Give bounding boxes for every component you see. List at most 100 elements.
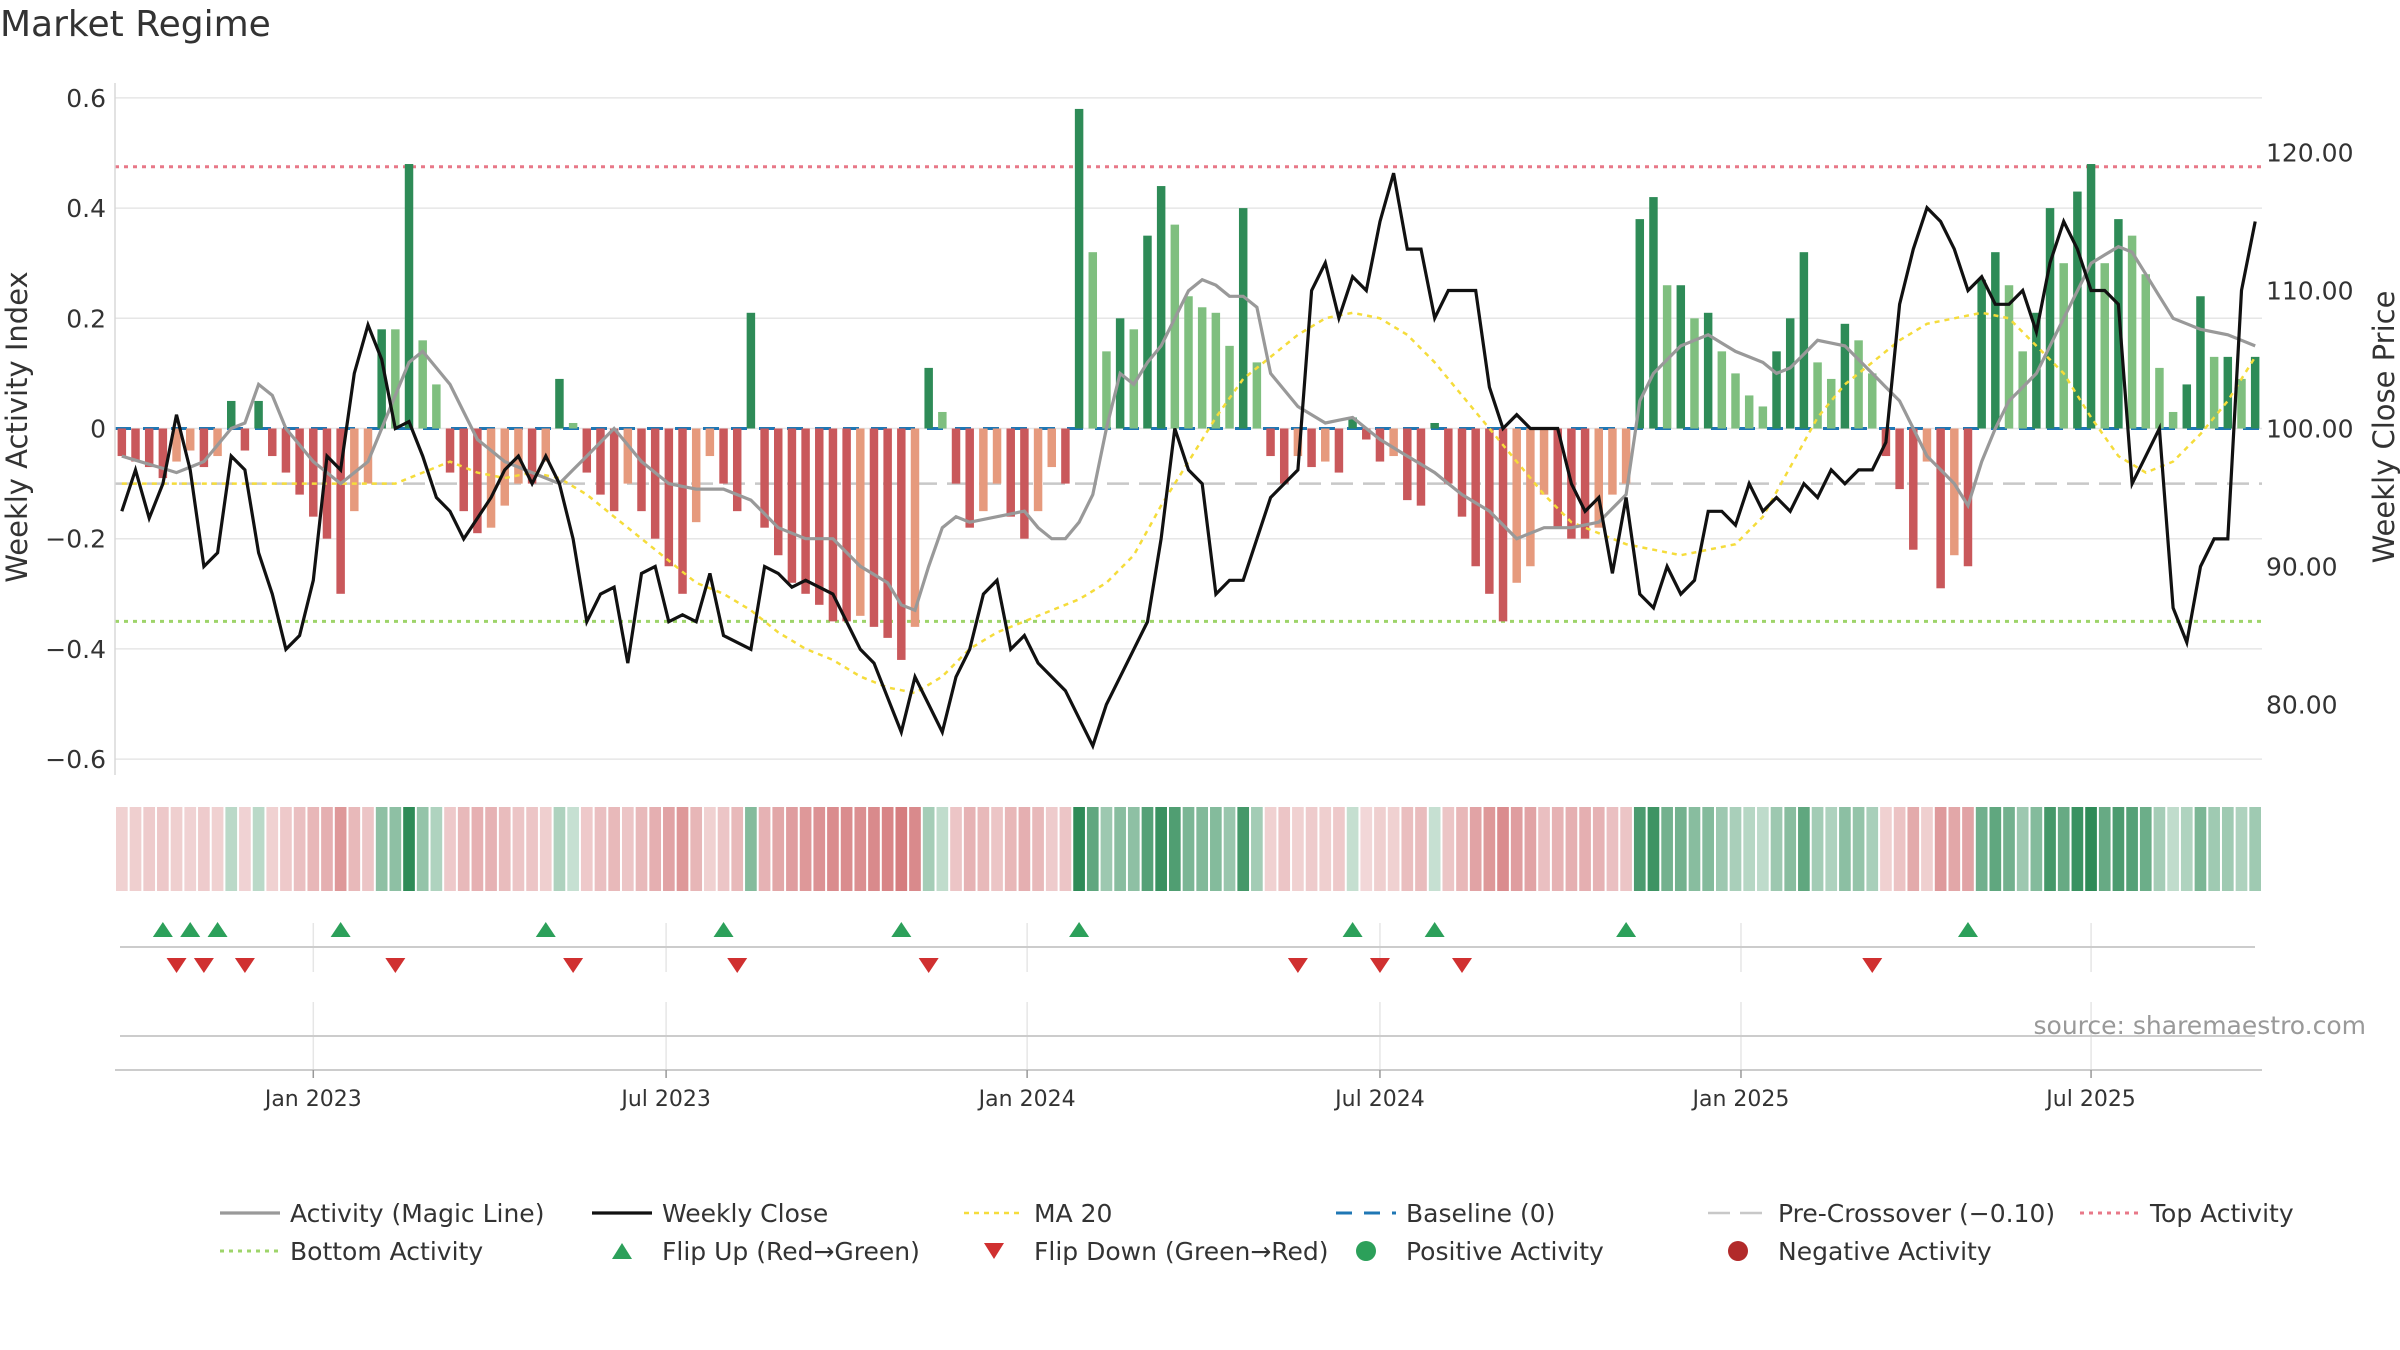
activity-bar bbox=[391, 329, 400, 429]
regime-strip-cell bbox=[1798, 807, 1810, 891]
activity-bars bbox=[117, 108, 2260, 660]
activity-bar bbox=[2100, 263, 2109, 429]
regime-strip-cell bbox=[799, 807, 812, 891]
regime-strip-cell bbox=[1934, 807, 1947, 891]
regime-strip-cell bbox=[1442, 807, 1455, 891]
x-tick-label: Jan 2025 bbox=[1691, 1087, 1790, 1112]
activity-bar bbox=[1238, 208, 1248, 429]
legend: Activity (Magic Line) Weekly Close MA 20 Ba… bbox=[0, 1195, 2400, 1275]
activity-bar bbox=[664, 428, 674, 567]
regime-strip-cell bbox=[1702, 807, 1714, 891]
regime-strip-cell bbox=[2016, 807, 2029, 891]
flip-down-marker bbox=[918, 958, 939, 973]
activity-bar bbox=[2168, 411, 2178, 429]
activity-bar bbox=[637, 428, 646, 512]
activity-bar bbox=[1321, 428, 1330, 462]
y-tick-label-left: −0.2 bbox=[45, 525, 106, 554]
regime-strip-cell bbox=[1962, 807, 1974, 891]
activity-bar bbox=[1334, 428, 1344, 473]
regime-strip-cell bbox=[1333, 807, 1345, 891]
regime-strip-cell bbox=[1059, 807, 1072, 891]
activity-bar bbox=[938, 411, 947, 429]
legend-item-flip_up: Flip Up (Red→Green) bbox=[590, 1233, 920, 1269]
regime-strip-cell bbox=[2249, 807, 2261, 891]
regime-strip-cell bbox=[2180, 807, 2193, 891]
regime-strip-cell bbox=[1538, 807, 1550, 891]
regime-strip-cell bbox=[950, 807, 962, 891]
legend-swatch-neg bbox=[1728, 1241, 1748, 1261]
regime-strip-cell bbox=[2235, 807, 2248, 891]
activity-bar bbox=[609, 428, 619, 512]
regime-strip-cell bbox=[963, 807, 976, 891]
y-tick-label-right: 110.00 bbox=[2266, 277, 2353, 306]
regime-strip-cell bbox=[1975, 807, 1988, 891]
activity-bar bbox=[2086, 164, 2096, 429]
activity-bar bbox=[719, 428, 728, 484]
regime-strip-cell bbox=[1579, 807, 1591, 891]
regime-strip-cell bbox=[512, 807, 525, 891]
activity-bar bbox=[486, 428, 496, 528]
y-tick-label-right: 80.00 bbox=[2266, 691, 2338, 720]
activity-bar bbox=[623, 428, 633, 484]
regime-strip-cell bbox=[1743, 807, 1756, 891]
activity-bar bbox=[336, 428, 345, 594]
activity-bar bbox=[1526, 428, 1535, 567]
activity-bar bbox=[1047, 428, 1056, 468]
regime-strip-cell bbox=[211, 807, 224, 891]
regime-strip-cell bbox=[1989, 807, 2002, 891]
activity-bar bbox=[1758, 406, 1768, 429]
legend-swatch-baseline bbox=[1336, 1211, 1396, 1215]
activity-bar bbox=[1348, 417, 1357, 429]
flip-down-marker bbox=[1287, 958, 1308, 973]
regime-strip-cell bbox=[471, 807, 484, 891]
regime-strip-cell bbox=[348, 807, 361, 891]
activity-bar bbox=[1909, 428, 1918, 550]
regime-strip-cell bbox=[772, 807, 785, 891]
activity-bar bbox=[1266, 428, 1275, 457]
regime-strip-cell bbox=[2221, 807, 2234, 891]
flip-up-marker bbox=[535, 922, 556, 937]
regime-strip-cell bbox=[827, 807, 839, 891]
activity-bar bbox=[1197, 307, 1207, 429]
regime-strip-cell bbox=[498, 807, 511, 891]
regime-strip-cell bbox=[1073, 807, 1085, 891]
regime-strip-cell bbox=[1374, 807, 1386, 891]
y-tick-label-left: −0.4 bbox=[45, 635, 106, 664]
legend-item-flip_down: Flip Down (Green→Red) bbox=[962, 1233, 1329, 1269]
regime-strip-cell bbox=[1401, 807, 1414, 891]
activity-bar bbox=[883, 428, 892, 638]
regime-strip-cell bbox=[1661, 807, 1673, 891]
activity-bar bbox=[1389, 428, 1398, 457]
regime-strip-cell bbox=[1633, 807, 1646, 891]
activity-bar bbox=[2223, 356, 2233, 429]
activity-bar bbox=[691, 428, 701, 523]
activity-bar bbox=[2059, 263, 2068, 429]
activity-bar bbox=[2155, 367, 2164, 429]
activity-bar bbox=[1991, 252, 2000, 429]
activity-bar bbox=[1868, 373, 1877, 429]
legend-item-close: Weekly Close bbox=[590, 1195, 828, 1231]
regime-strip-cell bbox=[1196, 807, 1209, 891]
activity-bar bbox=[746, 312, 756, 429]
regime-strip-cell bbox=[1360, 807, 1373, 891]
activity-bar bbox=[1936, 428, 1945, 589]
activity-bar bbox=[828, 428, 838, 622]
activity-bar bbox=[596, 428, 605, 495]
activity-bar bbox=[295, 428, 304, 495]
regime-strip-cell bbox=[922, 807, 935, 891]
activity-bar bbox=[1690, 318, 1699, 429]
regime-strip-cell bbox=[2126, 807, 2138, 891]
regime-strip-cell bbox=[1565, 807, 1578, 891]
activity-bar bbox=[213, 428, 222, 457]
regime-strip-cell bbox=[485, 807, 497, 891]
activity-bar bbox=[787, 428, 797, 583]
legend-item-bottom: Bottom Activity bbox=[218, 1233, 483, 1269]
x-axis: Jan 2023 Jul 2023 Jan 2024 Jul 2024 Jan 2025… bbox=[115, 1035, 2262, 1112]
legend-swatch-flip_up bbox=[612, 1243, 632, 1259]
activity-bar bbox=[418, 340, 427, 429]
regime-strip-cell bbox=[2153, 807, 2166, 891]
regime-strip-cell bbox=[1155, 807, 1167, 891]
activity-bar bbox=[1703, 312, 1713, 429]
activity-bar bbox=[527, 428, 537, 484]
activity-bar bbox=[1088, 252, 1098, 429]
